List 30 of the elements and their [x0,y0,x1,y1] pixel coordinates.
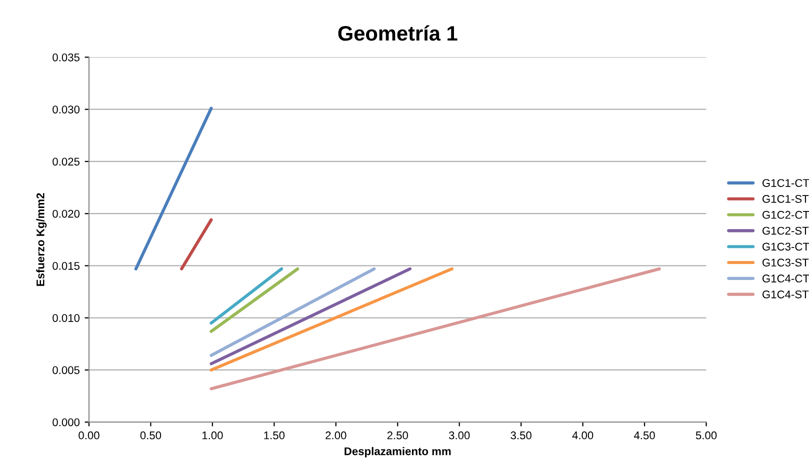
y-tick-label: 0.025 [52,158,80,166]
x-axis-title: Desplazamiento mm [344,447,451,458]
y-tick-label: 0.000 [52,418,80,426]
y-axis-title: Esfuerzo Kg/mm2 [36,193,47,286]
legend-label: G1C4-CT [762,274,809,282]
legend-label: G1C3-ST [762,258,809,267]
legend-label: G1C2-CT [762,210,809,219]
x-tick-label: 2.50 [387,431,408,440]
legend-label: G1C1-ST [762,194,809,203]
x-tick-label: 4.50 [634,431,655,440]
y-tick-label: 0.005 [52,366,80,374]
legend-label: G1C2-ST [762,226,809,235]
legend-label: G1C1-CT [762,179,809,187]
y-tick-label: 0.010 [52,314,80,322]
x-tick-label: 5.00 [696,431,717,440]
legend-label: G1C3-CT [762,242,809,251]
y-tick-label: 0.035 [52,53,80,62]
y-tick-label: 0.030 [52,106,80,114]
x-tick-label: 3.00 [448,431,470,440]
x-tick-label: 4.00 [572,431,594,440]
x-tick-label: 2.00 [326,431,346,440]
chart-title: Geometría 1 [338,25,458,41]
y-tick-label: 0.020 [52,210,80,218]
x-tick-label: 3.50 [510,431,532,440]
legend-label: G1C4-ST [762,290,809,298]
x-tick-label: 0.00 [78,431,100,440]
x-tick-label: 0.50 [140,431,162,440]
x-tick-label: 1.00 [202,431,223,440]
x-tick-label: 1.50 [264,431,285,440]
y-tick-label: 0.015 [52,262,80,270]
